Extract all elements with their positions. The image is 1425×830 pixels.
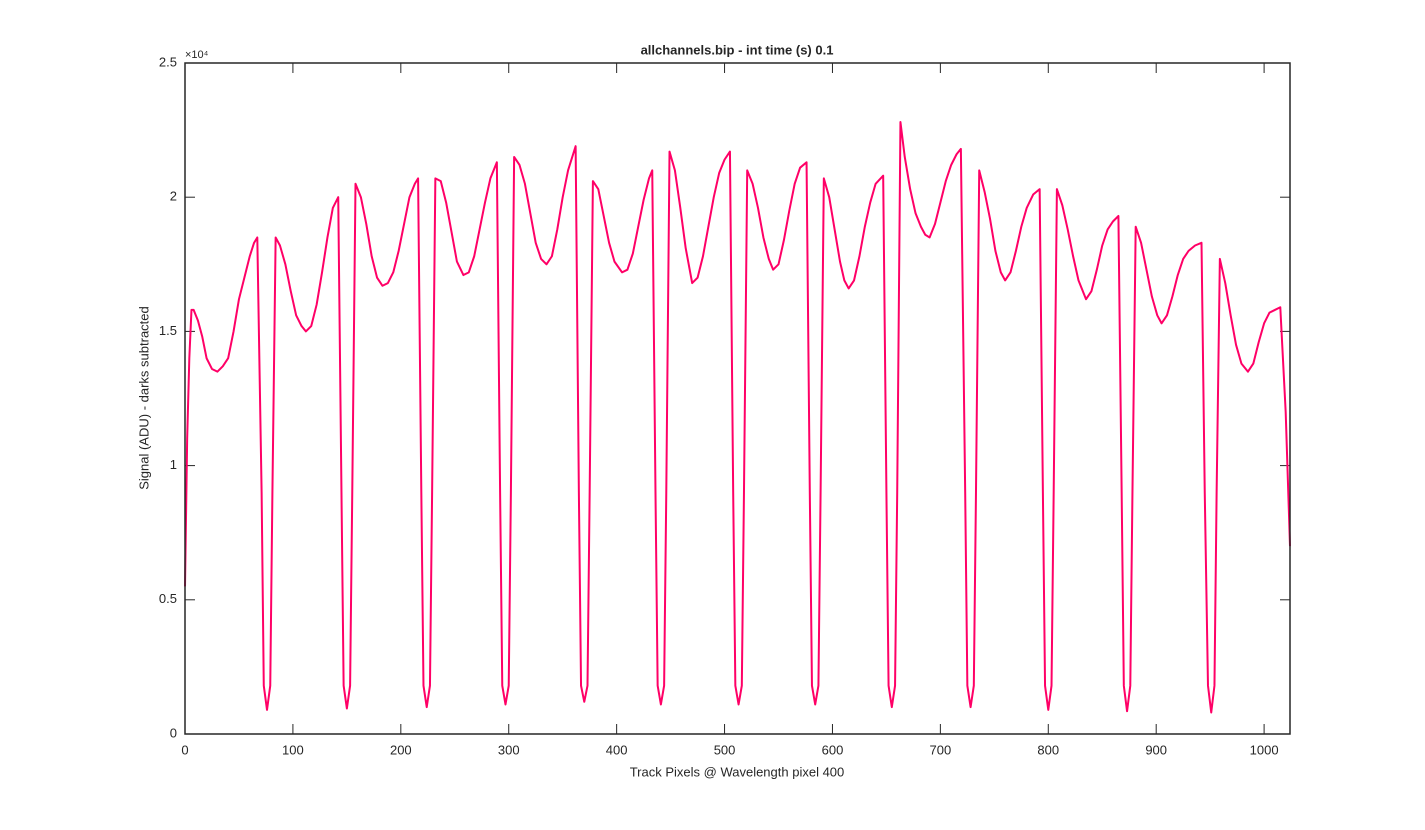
- x-tick-label: 0: [181, 742, 188, 757]
- x-tick-label: 700: [930, 742, 952, 757]
- y-tick-label: 0.5: [159, 591, 177, 606]
- plot-frame: [184, 62, 1291, 735]
- x-tick-label: 900: [1145, 742, 1167, 757]
- y-axis-label: Signal (ADU) - darks subtracted: [136, 306, 151, 490]
- x-tick-label: 500: [714, 742, 736, 757]
- x-tick-label: 100: [282, 742, 304, 757]
- data-line: [184, 121, 1291, 714]
- x-tick-label: 800: [1037, 742, 1059, 757]
- x-tick-label: 1000: [1250, 742, 1279, 757]
- y-tick-label: 2: [170, 189, 177, 204]
- y-tick-label: 1.5: [159, 323, 177, 338]
- y-tick-label: 1: [170, 457, 177, 472]
- x-tick-label: 300: [498, 742, 520, 757]
- x-axis-label: Track Pixels @ Wavelength pixel 400: [630, 764, 845, 779]
- y-tick-label: 2.5: [159, 54, 177, 69]
- x-tick-label: 200: [390, 742, 412, 757]
- chart-title: allchannels.bip - int time (s) 0.1: [641, 42, 834, 57]
- y-tick-label: 0: [170, 725, 177, 740]
- y-exponent: ×10⁴: [185, 49, 209, 61]
- x-tick-label: 600: [822, 742, 844, 757]
- x-tick-label: 400: [606, 742, 628, 757]
